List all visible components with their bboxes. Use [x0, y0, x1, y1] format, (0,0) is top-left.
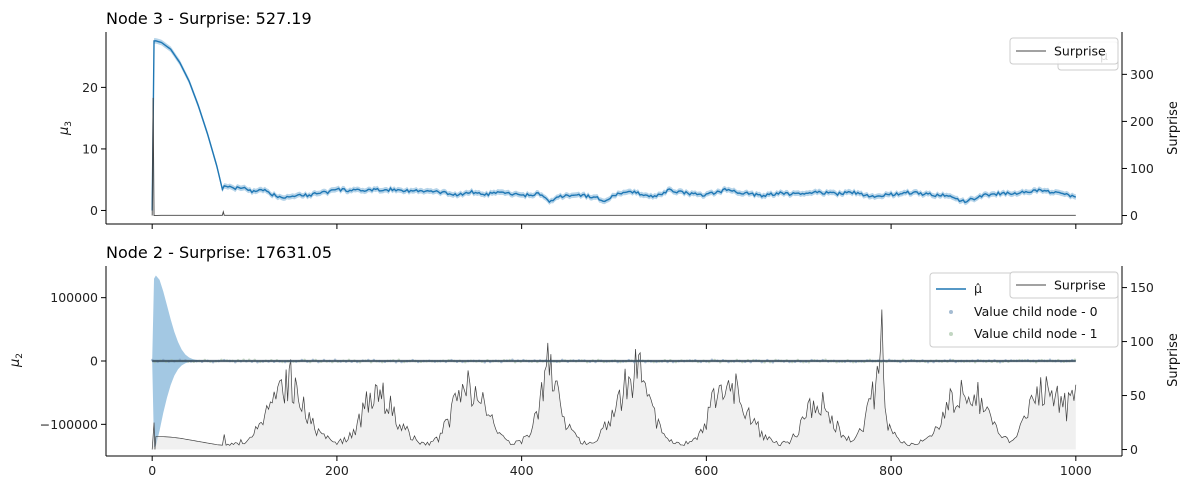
- surprise-line: [151, 97, 1076, 217]
- y2-tick-label: 0: [1130, 442, 1138, 457]
- legend-swatch: [949, 310, 953, 314]
- panel-title: Node 2 - Surprise: 17631.05: [106, 243, 332, 262]
- y-axis-label: μ2: [8, 353, 25, 368]
- y2-axis-label: Surprise: [1166, 333, 1181, 387]
- y-tick-label: 100000: [50, 290, 98, 305]
- legend-surprise: Surprise: [1009, 271, 1119, 299]
- legend-label: μ̂: [974, 281, 982, 296]
- panel-node-2: Node 2 - Surprise: 17631.05 μ2 Surprise …: [8, 243, 1181, 478]
- y2-tick-label: 150: [1130, 280, 1154, 295]
- panel-node-3: Node 3 - Surprise: 527.19 μ3 Surprise 0 1…: [57, 9, 1181, 229]
- x-tick-label: 0: [148, 463, 156, 478]
- x-tick-label: 600: [694, 463, 718, 478]
- y-tick-label: 0: [90, 203, 98, 218]
- x-tick-label: 200: [325, 463, 349, 478]
- y-tick-label: 20: [82, 80, 98, 95]
- panel-title: Node 3 - Surprise: 527.19: [106, 9, 312, 28]
- y-tick-label: 10: [82, 141, 98, 156]
- x-tick-label: 400: [510, 463, 534, 478]
- mu-band: [152, 38, 1076, 214]
- y2-tick-label: 0: [1130, 208, 1138, 223]
- svg-text:μ3: μ3: [57, 121, 74, 136]
- x-tick-label: 1000: [1060, 463, 1092, 478]
- surprise-line: [151, 309, 1077, 450]
- y2-tick-label: 200: [1130, 114, 1154, 129]
- legend-label: Value child node - 1: [974, 326, 1098, 341]
- legend-box: [1009, 37, 1119, 65]
- x-tick-label: 800: [879, 463, 903, 478]
- legend-label: Surprise: [1054, 278, 1106, 293]
- legend-surprise: Surprise: [1009, 37, 1119, 65]
- legend-label: Value child node - 0: [974, 304, 1098, 319]
- legend-box: [1009, 271, 1119, 299]
- y2-tick-label: 50: [1130, 388, 1146, 403]
- surprise-area: [152, 309, 1076, 450]
- svg-text:μ2: μ2: [8, 353, 25, 368]
- legend-label: Surprise: [1054, 44, 1106, 59]
- mu-hat-line: [151, 40, 1077, 211]
- y-axis-label: μ3: [57, 121, 74, 136]
- legend-swatch: [949, 332, 953, 336]
- y2-axis-label: Surprise: [1166, 101, 1181, 155]
- y2-tick-label: 300: [1130, 67, 1154, 82]
- y2-tick-label: 100: [1130, 334, 1154, 349]
- y-tick-label: 0: [90, 354, 98, 369]
- y-tick-label: −100000: [40, 417, 98, 432]
- y2-tick-label: 100: [1130, 161, 1154, 176]
